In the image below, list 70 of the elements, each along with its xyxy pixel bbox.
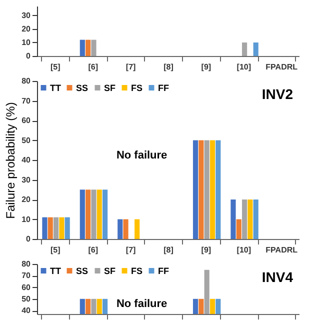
y-tick-label: 0 — [26, 52, 32, 60]
legend-label: SS — [76, 82, 88, 93]
x-tick-label: [10] — [236, 246, 252, 254]
bar — [59, 217, 64, 239]
bar — [48, 217, 53, 239]
x-tick-label: [8] — [164, 62, 174, 72]
y-tick-label: 50 — [22, 294, 32, 304]
bar — [42, 217, 48, 239]
x-tick-label: [6] — [88, 246, 98, 254]
legend-label: FS — [131, 82, 143, 93]
bar — [204, 140, 210, 239]
legend-label: SF — [104, 266, 116, 276]
y-axis-title: Failure probability (%) — [4, 102, 18, 219]
y-tick-label: 10 — [22, 214, 32, 224]
bar — [53, 217, 59, 239]
x-tick-label: [10] — [236, 62, 252, 72]
x-tick-label: [8] — [164, 246, 174, 254]
bar — [216, 140, 221, 239]
bar — [123, 219, 128, 239]
bar — [242, 200, 248, 239]
legend-label: TT — [50, 82, 62, 93]
x-tick-label: [7] — [126, 246, 136, 254]
x-tick-label: [6] — [88, 62, 98, 72]
x-tick-label: FPADRL — [266, 246, 298, 254]
bar — [91, 190, 96, 239]
x-tick-label: [9] — [201, 62, 212, 72]
bar — [102, 190, 108, 239]
bar — [253, 200, 258, 239]
x-tick-label: FPADRL — [266, 62, 298, 72]
x-tick-label: [7] — [126, 62, 136, 72]
bar — [248, 200, 253, 239]
legend-label: FF — [158, 82, 170, 93]
y-tick-label: 0 — [26, 234, 32, 244]
annotation: No failure — [116, 149, 168, 162]
bar — [198, 140, 204, 239]
bar — [230, 200, 236, 239]
bar — [96, 190, 102, 239]
y-tick-label: 30 — [22, 175, 32, 184]
bar — [192, 140, 198, 239]
bar — [210, 140, 216, 239]
bar — [64, 217, 70, 239]
bar — [86, 190, 91, 239]
x-tick-label: [5] — [50, 246, 61, 254]
y-tick-label: 40 — [22, 306, 32, 316]
legend-label: FS — [131, 266, 143, 276]
bar — [236, 219, 242, 239]
y-tick-label: 70 — [22, 271, 32, 280]
legend-label: TT — [50, 266, 62, 276]
legend-label: SS — [76, 266, 88, 276]
bar — [80, 190, 85, 239]
y-tick-label: 40 — [22, 156, 32, 164]
y-tick-label: 60 — [22, 282, 32, 292]
y-tick-label: 10 — [22, 38, 32, 47]
y-tick-label: 70 — [22, 96, 32, 106]
y-tick-label: 20 — [22, 24, 32, 34]
y-tick-label: 50 — [22, 136, 32, 145]
chart-title: INV4 — [262, 269, 294, 285]
legend-label: FF — [158, 266, 170, 276]
y-tick-label: 80 — [22, 76, 32, 86]
legend-label: SF — [104, 82, 116, 93]
bar — [134, 219, 140, 239]
annotation: No failure — [116, 298, 168, 310]
bar — [118, 219, 123, 239]
x-tick-label: [9] — [201, 246, 212, 254]
y-tick-label: 60 — [22, 116, 32, 125]
y-tick-label: 30 — [22, 10, 32, 20]
y-tick-label: 80 — [22, 260, 32, 268]
y-tick-label: 20 — [22, 195, 32, 204]
x-tick-label: [5] — [50, 62, 61, 72]
chart-title: INV2 — [262, 86, 294, 102]
